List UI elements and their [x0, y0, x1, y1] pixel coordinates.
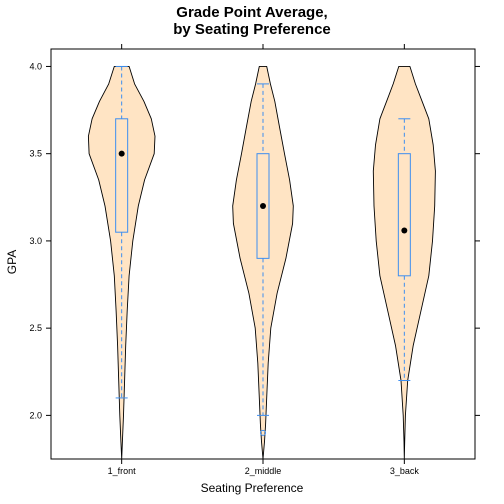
x-axis-title: Seating Preference [201, 481, 304, 495]
y-tick-label: 3.0 [29, 236, 42, 246]
iqr-box-1_front [115, 118, 129, 233]
median-dot-3_back [401, 227, 408, 234]
violin-2_middle [232, 65, 294, 460]
y-tick-label: 2.5 [29, 323, 42, 333]
y-tick-label: 2.0 [29, 410, 42, 420]
violin-3_back [372, 65, 436, 460]
x-tick-label: 1_front [108, 466, 137, 476]
x-tick-label: 2_middle [245, 466, 282, 476]
iqr-box-2_middle [256, 153, 270, 259]
median-dot-2_middle [260, 203, 266, 210]
y-tick-label: 4.0 [29, 61, 42, 71]
x-tick-label: 3_back [390, 466, 420, 476]
y-axis-title: GPA [5, 250, 19, 274]
median-dot-1_front [118, 150, 125, 157]
y-tick-label: 3.5 [29, 149, 42, 159]
iqr-box-3_back [397, 153, 411, 277]
plot-area: 2.0 2.5 3.0 3.5 4.0 1_front 2_middle 3_back [29, 44, 480, 476]
chart-title-line-1: Grade Point Average, [176, 4, 327, 21]
chart-title-line-2: by Seating Preference [173, 21, 331, 38]
outlier-point-2_middle [260, 429, 266, 436]
